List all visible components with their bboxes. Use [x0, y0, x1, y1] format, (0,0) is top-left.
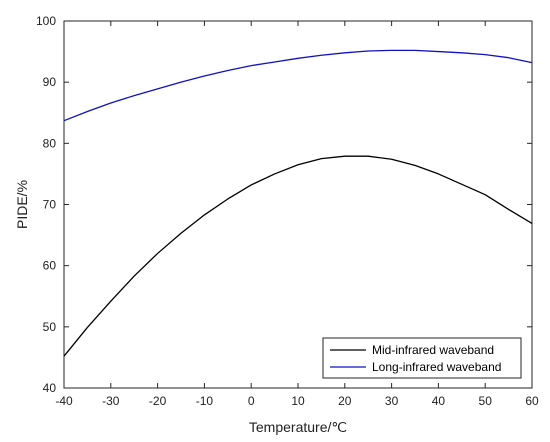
legend-box — [322, 337, 522, 379]
legend-label-mid-infrared: Mid-infrared waveband — [372, 343, 494, 357]
x-tick-label: -40 — [55, 394, 73, 408]
x-tick-label: 60 — [525, 394, 539, 408]
x-tick-label: 20 — [338, 394, 352, 408]
series-line-0 — [63, 155, 533, 357]
series-line-1 — [63, 49, 533, 122]
y-tick-label: 50 — [43, 320, 57, 334]
plot-frame — [63, 20, 533, 389]
series-lines — [63, 49, 533, 357]
y-tick-label: 80 — [43, 136, 57, 150]
x-axis-ticks: -40 -30 -20 -10 0 10 20 30 40 50 60 — [55, 21, 539, 408]
x-tick-label: -10 — [196, 394, 214, 408]
y-tick-label: 60 — [43, 259, 57, 273]
y-tick-label: 100 — [36, 14, 56, 28]
y-axis-ticks: 40 50 60 70 80 90 100 — [36, 14, 532, 395]
x-tick-label: -30 — [102, 394, 120, 408]
x-tick-label: -20 — [149, 394, 167, 408]
y-tick-label: 70 — [43, 198, 57, 212]
x-axis-label: Temperature/℃ — [249, 419, 347, 435]
y-axis-label: PIDE/% — [14, 180, 30, 229]
legend: Mid-infrared waveband Long-infrared wave… — [322, 337, 522, 379]
x-tick-label: 0 — [248, 394, 255, 408]
x-tick-label: 30 — [385, 394, 399, 408]
plot-area — [63, 20, 533, 389]
y-tick-label: 90 — [43, 75, 57, 89]
y-tick-label: 40 — [43, 381, 57, 395]
legend-label-long-infrared: Long-infrared waveband — [372, 360, 501, 374]
x-tick-label: 50 — [479, 394, 493, 408]
x-tick-label: 40 — [432, 394, 446, 408]
x-tick-label: 10 — [291, 394, 305, 408]
